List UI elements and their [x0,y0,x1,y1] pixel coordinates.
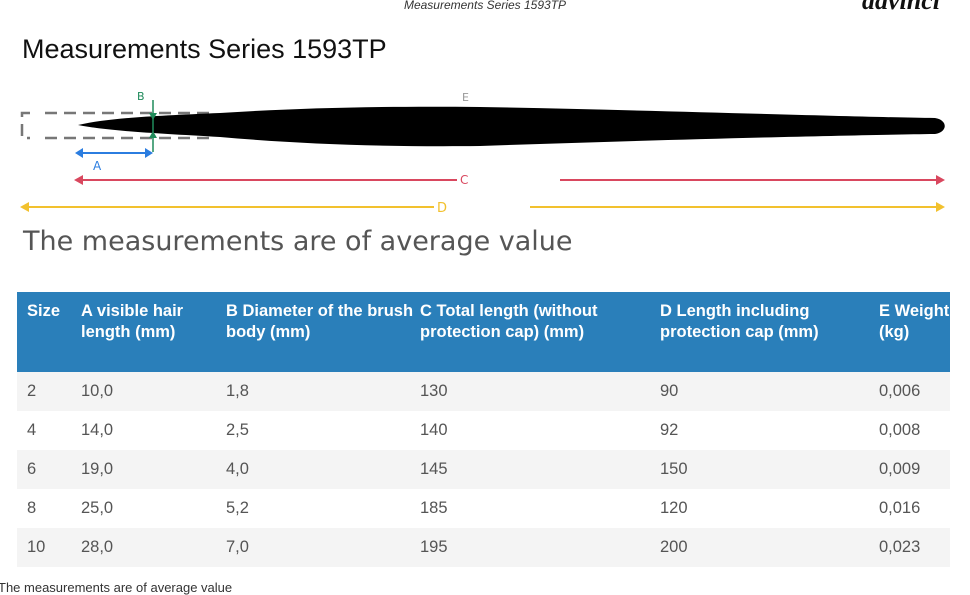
table-cell: 0,016 [879,499,921,517]
table-cell: 145 [420,450,660,489]
table-cell: 10,0 [81,372,226,411]
table-cell: 25,0 [81,499,114,517]
label-a: A [93,159,102,173]
table-cell: 0,008 [879,421,921,439]
table-cell: 0,006 [879,372,950,411]
column-header-b: B Diameter of the brush body (mm) [226,292,420,372]
table-cell: 4 [27,421,37,439]
page-title: Measurements Series 1593TP [22,34,387,64]
average-note-heading: The measurements are of average value [23,226,573,257]
table-cell: 120 [660,499,688,517]
table-cell: 1,8 [226,372,420,411]
table-cell: 150 [660,450,879,489]
table-cell: 92 [660,421,679,439]
brush-shape [78,106,945,147]
protection-cap-outline [20,111,215,140]
dimension-c [74,175,945,185]
table-cell: 0,023 [879,528,950,567]
table-row: 4 14,0 2,5 140 92 0,008 [17,411,950,450]
table-cell: 19,0 [81,450,226,489]
davinci-logo: davinci [862,0,940,15]
table-cell: 6 [17,450,81,489]
table-cell: 2,5 [226,421,249,439]
label-b: B [137,90,145,103]
table-cell: 200 [660,528,879,567]
footnote: The measurements are of average value [0,580,233,595]
label-e: E [462,91,469,104]
table-cell: 5,2 [226,499,249,517]
column-header-c: C Total length (without protection cap) … [420,292,660,372]
table-cell: 90 [660,372,879,411]
table-cell: 28,0 [81,528,226,567]
dimension-b [149,100,157,152]
column-header-e: E Weight (kg) [879,292,950,372]
table-cell: 0,009 [879,450,950,489]
table-cell: 10 [17,528,81,567]
table-row: 10 28,0 7,0 195 200 0,023 [17,528,950,567]
label-c: C [460,173,468,187]
brush-diagram: E B A C D [20,90,945,216]
table-cell: 2 [17,372,81,411]
table-cell: 140 [420,421,448,439]
column-header-size: Size [17,292,81,372]
table-header-row: Size A visible hair length (mm) B Diamet… [17,292,950,372]
table-cell: 14,0 [81,421,114,439]
column-header-a: A visible hair length (mm) [81,292,226,372]
table-cell: 195 [420,528,660,567]
table-cell: 130 [420,372,660,411]
measurements-table: Size A visible hair length (mm) B Diamet… [17,292,950,567]
dimension-a [75,148,153,158]
table-row: 8 25,0 5,2 185 120 0,016 [17,489,950,528]
table-row: 2 10,0 1,8 130 90 0,006 [17,372,950,411]
table-row: 6 19,0 4,0 145 150 0,009 [17,450,950,489]
table-cell: 8 [27,499,37,517]
dimension-d [20,202,945,212]
header-caption: Measurements Series 1593TP [403,0,567,12]
table-cell: 4,0 [226,450,420,489]
table-cell: 185 [420,499,448,517]
column-header-d: D Length including protection cap (mm) [660,292,879,372]
label-d: D [437,201,447,216]
table-cell: 7,0 [226,528,420,567]
